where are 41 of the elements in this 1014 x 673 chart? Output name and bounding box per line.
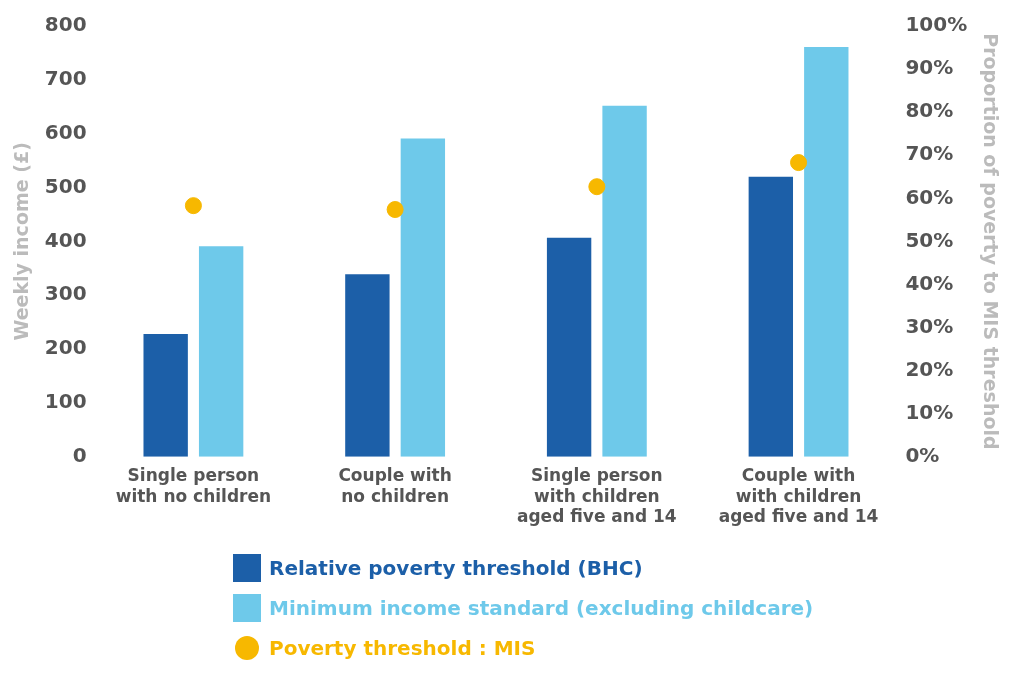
point xyxy=(386,201,404,219)
y-axis-title: Weekly income (£) xyxy=(10,142,33,341)
y2-tick-label: 90% xyxy=(905,55,954,80)
legend-label: Minimum income standard (excluding childcare) xyxy=(269,596,814,620)
y-tick-label: 700 xyxy=(44,66,87,91)
bar xyxy=(748,176,794,457)
y-tick-label: 600 xyxy=(44,119,87,144)
y2-tick-label: 100% xyxy=(905,12,968,37)
y2-tick-label: 30% xyxy=(905,313,954,338)
bar xyxy=(198,246,244,457)
y2-tick-label: 70% xyxy=(905,141,954,166)
y2-tick-label: 50% xyxy=(905,227,954,252)
legend-label: Relative poverty threshold (BHC) xyxy=(269,556,643,580)
legend-label: Poverty threshold : MIS xyxy=(269,636,536,660)
y2-tick-label: 60% xyxy=(905,184,954,209)
x-tick-label: Couple with no children xyxy=(338,465,452,506)
bar xyxy=(546,237,592,457)
y-tick-label: 0 xyxy=(72,443,87,467)
y2-tick-label: 10% xyxy=(905,399,954,424)
point xyxy=(588,178,606,196)
bar xyxy=(804,47,849,457)
y-tick-label: 800 xyxy=(44,12,87,37)
y-tick-label: 500 xyxy=(44,173,87,198)
y2-tick-label: 80% xyxy=(905,98,954,123)
x-tick-label: Single person with children aged five and 14 xyxy=(516,465,677,527)
bar xyxy=(345,274,390,457)
x-tick-label: Couple with with children aged five and 14 xyxy=(718,465,879,527)
bar xyxy=(400,138,446,457)
y-tick-label: 400 xyxy=(44,227,87,252)
y2-tick-label: 40% xyxy=(905,270,954,295)
y-tick-label: 100 xyxy=(44,389,87,414)
y2-tick-label: 20% xyxy=(905,356,954,381)
y2-axis-title: Proportion of poverty to MIS threshold xyxy=(979,33,1002,450)
y2-tick-label: 0% xyxy=(905,443,940,467)
bar xyxy=(602,105,647,457)
bar xyxy=(143,334,188,457)
x-tick-label: Single person with no children xyxy=(115,465,272,506)
y-tick-label: 300 xyxy=(44,281,87,306)
y-tick-label: 200 xyxy=(44,335,87,360)
point xyxy=(184,197,202,215)
point xyxy=(790,154,808,172)
